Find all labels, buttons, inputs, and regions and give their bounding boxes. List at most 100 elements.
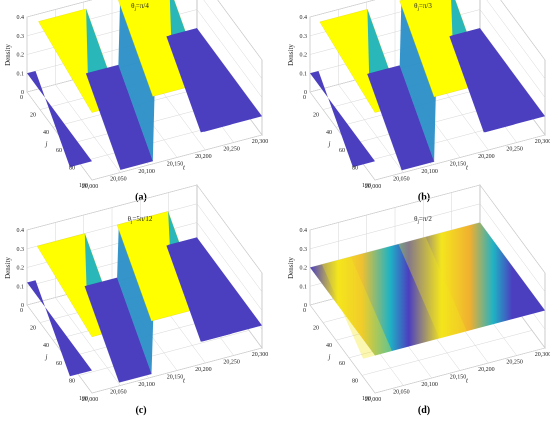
j-tick-label: 0: [303, 95, 306, 101]
panel-a: 0 0.1 0.2 0.3 0.4 Density 0 20 40 60 80 100 j 20,000 2…: [4, 0, 268, 203]
j-tick-label: 20: [30, 326, 36, 332]
j-tick-label: 40: [326, 130, 332, 136]
t-axis-label: t: [183, 377, 186, 385]
panel-title: θj=π/4: [131, 2, 149, 12]
j-tick-label: 20: [313, 326, 319, 332]
z-tick-label: 0: [304, 90, 307, 96]
j-tick-label: 0: [20, 95, 23, 101]
title-rest: =π/3: [419, 2, 432, 10]
t-tick-label: 20,100: [421, 382, 438, 388]
density-transition: [399, 0, 436, 162]
j-tick-label: 0: [303, 308, 306, 314]
t-axis-label: t: [183, 164, 186, 172]
density-surface: [310, 222, 545, 359]
z-tick-label: 0.1: [300, 284, 308, 290]
z-tick-label: 0: [304, 303, 307, 309]
t-tick-label: 20,250: [506, 147, 523, 153]
panel-title: θj=π/3: [414, 2, 432, 12]
t-tick-label: 20,250: [506, 360, 523, 366]
t-tick-label: 20,050: [110, 177, 127, 183]
t-tick-label: 20,150: [167, 375, 184, 381]
j-tick-label: 60: [339, 148, 345, 154]
j-tick-label: 40: [43, 343, 49, 349]
title-rest: =5π/12: [132, 215, 152, 223]
title-subscript: j: [417, 7, 419, 12]
panel-title: θj=π/2: [414, 215, 432, 225]
j-tick-label: 40: [43, 130, 49, 136]
axis-labels: 0 0.1 0.2 0.3 0.4 Density 0 20 40 60 80 100 j 20,000 2…: [287, 2, 550, 203]
z-tick-label: 0.4: [300, 228, 308, 234]
j-tick-label: 80: [352, 378, 358, 384]
density-plateau-low: [166, 28, 262, 133]
t-tick-label: 20,000: [82, 184, 99, 190]
j-tick-label: 60: [56, 361, 62, 367]
t-tick-label: 20,150: [450, 375, 467, 381]
j-tick-label: 20: [30, 113, 36, 119]
t-tick-label: 20,200: [478, 154, 495, 160]
t-tick-label: 20,300: [252, 352, 269, 358]
z-axis-label: Density: [287, 44, 295, 66]
z-tick-label: 0.2: [17, 53, 25, 59]
t-grid-line: [338, 84, 404, 173]
density-band: [398, 236, 467, 339]
t-tick-label: 20,100: [138, 169, 155, 175]
j-tick-label: 100: [79, 396, 88, 402]
title-base: θ: [128, 215, 132, 223]
title-base: θ: [131, 2, 135, 10]
j-tick-label: 80: [69, 378, 75, 384]
t-tick-label: 20,250: [223, 147, 240, 153]
t-tick-label: 20,300: [252, 139, 269, 145]
density-sheet: [310, 222, 545, 356]
title-rest: =π/2: [419, 215, 432, 223]
title-subscript: j: [417, 220, 419, 225]
t-tick-label: 20,150: [167, 162, 184, 168]
density-plateau-low: [27, 71, 92, 168]
t-tick-label: 20,100: [421, 169, 438, 175]
title-base: θ: [414, 215, 418, 223]
t-tick-label: 20,300: [535, 139, 550, 145]
z-tick-label: 0.4: [300, 15, 308, 21]
t-grid-line: [309, 304, 376, 394]
panel-c: 0 0.1 0.2 0.3 0.4 Density 0 20 40 60 80 100 j 20,000 2…: [4, 184, 269, 416]
z-tick-label: 0.2: [17, 266, 25, 272]
z-axis-label: Density: [4, 257, 12, 279]
t-tick-label: 20,050: [393, 177, 410, 183]
j-tick-label: 60: [56, 148, 62, 154]
t-axis-label: t: [466, 377, 469, 385]
z-axis-label: Density: [287, 257, 295, 279]
j-tick-label: 100: [362, 396, 371, 402]
axis-labels: 0 0.1 0.2 0.3 0.4 Density 0 20 40 60 80 100 j 20,000 2…: [4, 2, 268, 203]
title-subscript: j: [134, 7, 136, 12]
z-tick-label: 0.2: [300, 53, 308, 59]
z-tick-label: 0.1: [300, 71, 308, 77]
t-tick-label: 20,200: [195, 367, 212, 373]
title-rest: =π/4: [136, 2, 149, 10]
t-tick-label: 20,150: [450, 162, 467, 168]
axis-labels: 0 0.1 0.2 0.3 0.4 Density 0 20 40 60 80 100 j 20,000 2…: [287, 215, 550, 416]
t-tick-label: 20,000: [365, 184, 382, 190]
j-axis-label: j: [45, 140, 48, 148]
z-axis-label: Density: [4, 44, 12, 66]
density-plateau-low: [27, 280, 92, 377]
j-tick-label: 40: [326, 343, 332, 349]
t-grid-line: [26, 304, 93, 394]
density-surface: [310, 0, 545, 171]
panel-title: θj=5π/12: [128, 215, 153, 225]
density-plateau-low: [166, 237, 262, 342]
z-tick-label: 0.3: [17, 34, 25, 40]
panel-label: (a): [135, 192, 147, 203]
j-axis-label: j: [328, 353, 331, 361]
j-axis-label: j: [328, 140, 331, 148]
j-tick-label: 60: [339, 361, 345, 367]
t-tick-label: 20,000: [365, 397, 382, 403]
z-tick-label: 0.1: [17, 71, 25, 77]
j-tick-label: 0: [20, 308, 23, 314]
panel-label: (d): [418, 405, 430, 416]
z-tick-label: 0.4: [17, 228, 25, 234]
j-axis-label: j: [45, 353, 48, 361]
title-subscript: j: [130, 220, 132, 225]
t-tick-label: 20,050: [393, 390, 410, 396]
panel-label: (b): [418, 192, 430, 203]
density-plateau-low: [310, 71, 375, 168]
